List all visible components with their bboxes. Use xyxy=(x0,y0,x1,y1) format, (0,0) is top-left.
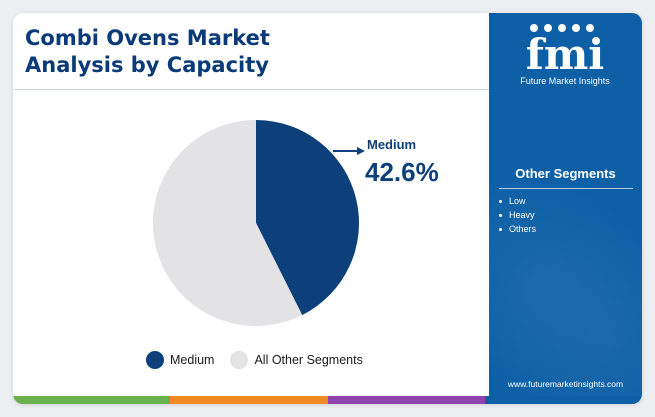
stripe-green xyxy=(13,396,171,404)
annotation-value: 42.6% xyxy=(365,157,439,187)
chart-legend: Medium All Other Segments xyxy=(146,351,379,369)
arrow-head-icon xyxy=(357,147,365,155)
fmi-logo: fmi Future Market Insights xyxy=(520,24,610,86)
page-title: Combi Ovens Market Analysis by Capacity xyxy=(25,26,270,77)
segment-label: Others xyxy=(509,224,537,234)
pie-chart: Medium 42.6% xyxy=(153,120,439,327)
logo-company-name: Future Market Insights xyxy=(520,76,610,86)
sidebar-panel: fmi Future Market Insights Other Segment… xyxy=(489,13,642,396)
segment-item-others: Others xyxy=(499,222,536,236)
sidebar-title: Other Segments xyxy=(515,166,616,181)
logo-dot-3-icon xyxy=(558,24,566,32)
legend-label-medium: Medium xyxy=(170,353,215,367)
bullet-icon xyxy=(499,213,502,217)
report-card: Combi Ovens Market Analysis by Capacity … xyxy=(13,13,642,404)
website-url[interactable]: www.futuremarketinsights.com xyxy=(507,379,624,389)
logo-dot-4-icon xyxy=(572,24,580,32)
legend-label-other: All Other Segments xyxy=(254,353,363,367)
logo-wordmark: fmi xyxy=(526,30,604,79)
segment-item-low: Low xyxy=(499,194,536,208)
logo-dot-2-icon xyxy=(544,24,552,32)
legend-item-other: All Other Segments xyxy=(230,351,363,369)
segment-list: Low Heavy Others xyxy=(499,194,536,236)
pie-slice-medium xyxy=(256,120,360,316)
segment-label: Low xyxy=(509,196,526,206)
bullet-icon xyxy=(499,227,502,231)
legend-swatch-other xyxy=(230,351,249,369)
pie-slice-all-other-segments xyxy=(153,120,303,327)
legend-item-medium: Medium xyxy=(146,351,214,369)
sidebar-divider xyxy=(499,188,633,189)
bullet-icon xyxy=(499,199,502,203)
legend-swatch-medium xyxy=(146,351,164,369)
stripe-orange xyxy=(170,396,328,404)
stripe-blue xyxy=(484,396,642,404)
logo-dot-1-icon xyxy=(530,24,538,32)
stripe-purple xyxy=(327,396,485,404)
title-divider xyxy=(13,89,489,90)
segment-item-heavy: Heavy xyxy=(499,208,536,222)
color-stripe xyxy=(13,396,642,404)
segment-label: Heavy xyxy=(509,210,535,220)
logo-dot-5-icon xyxy=(586,24,594,32)
annotation-label: Medium xyxy=(367,137,416,152)
